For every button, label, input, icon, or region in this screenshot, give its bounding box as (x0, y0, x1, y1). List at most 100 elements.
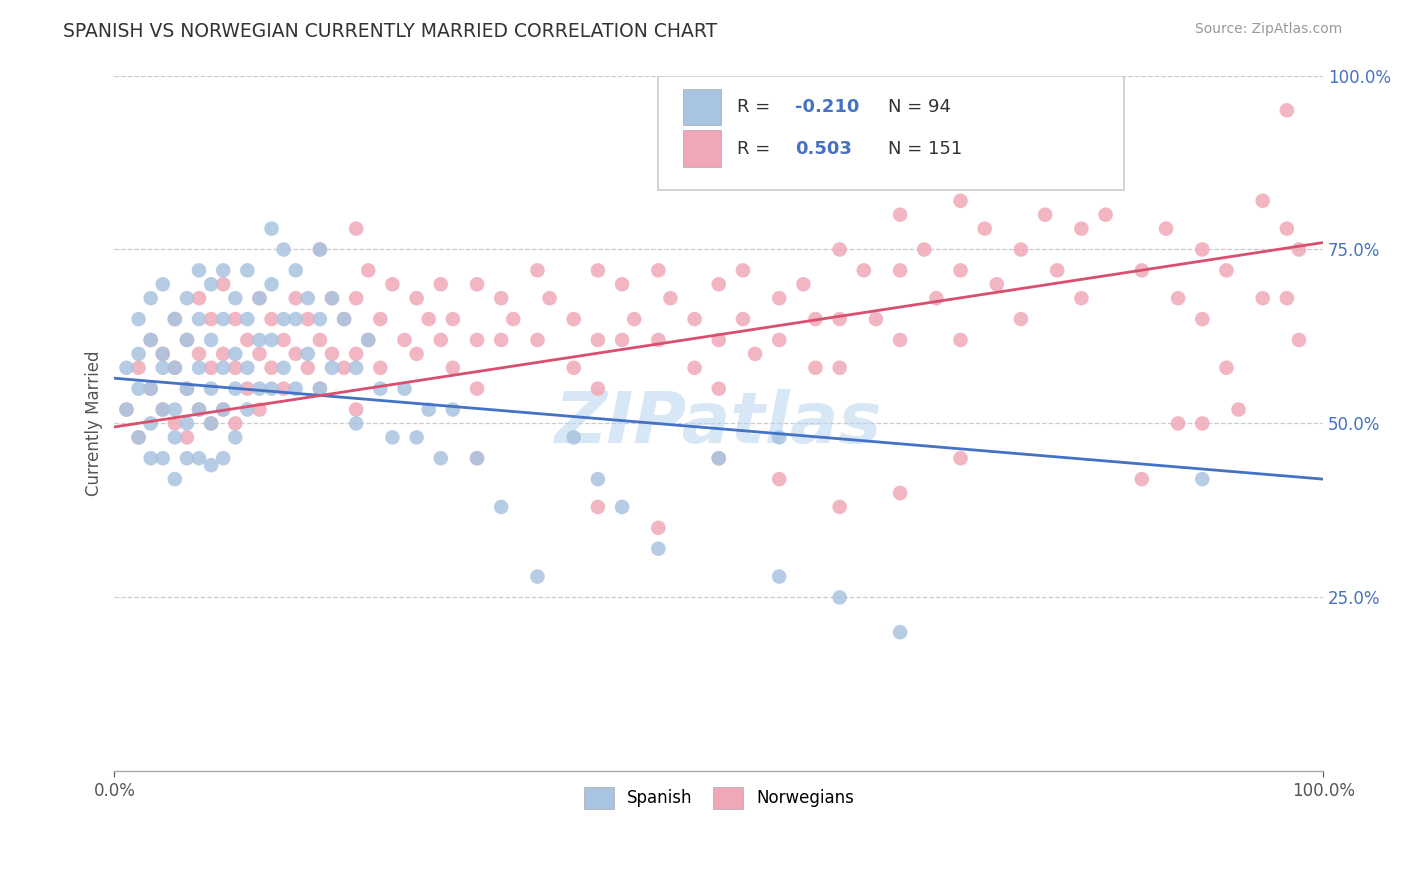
Point (200, 333, 222, 347)
Point (526, 333, 548, 347)
Point (768, 430, 790, 444)
Point (152, 277, 174, 292)
Point (647, 541, 669, 556)
Point (1275, 103, 1298, 118)
Point (949, 263, 972, 277)
Point (889, 486, 911, 500)
Point (273, 312, 295, 326)
Point (176, 451, 198, 466)
Point (200, 360, 222, 375)
Point (949, 194, 972, 208)
Point (188, 402, 211, 417)
Point (260, 382, 283, 396)
Point (357, 333, 380, 347)
Text: Source: ZipAtlas.com: Source: ZipAtlas.com (1195, 22, 1343, 37)
Point (260, 312, 283, 326)
Point (236, 333, 259, 347)
Point (562, 312, 585, 326)
Point (925, 291, 948, 305)
Point (889, 263, 911, 277)
Point (200, 458, 222, 473)
Point (973, 221, 995, 235)
Legend: Spanish, Norwegians: Spanish, Norwegians (576, 780, 860, 815)
Point (357, 333, 380, 347)
Point (1154, 221, 1177, 235)
Point (212, 277, 235, 292)
Point (465, 277, 488, 292)
Point (188, 402, 211, 417)
Point (1010, 173, 1032, 187)
Point (200, 417, 222, 431)
Point (394, 382, 416, 396)
Point (1288, 333, 1310, 347)
Text: R =: R = (737, 98, 776, 116)
Point (309, 312, 332, 326)
Point (249, 347, 271, 361)
Point (152, 402, 174, 417)
Point (526, 263, 548, 277)
Point (344, 402, 367, 417)
Point (865, 312, 887, 326)
Point (370, 382, 392, 396)
Point (284, 382, 307, 396)
Point (768, 569, 790, 583)
Point (1191, 417, 1213, 431)
Point (1010, 243, 1032, 257)
Point (284, 347, 307, 361)
Point (249, 333, 271, 347)
Point (163, 472, 186, 486)
Point (236, 402, 259, 417)
Point (441, 402, 464, 417)
Point (828, 360, 851, 375)
Text: R =: R = (737, 139, 776, 158)
Point (647, 521, 669, 535)
Point (297, 347, 319, 361)
Point (236, 382, 259, 396)
Point (1227, 402, 1250, 417)
Point (212, 347, 235, 361)
Point (1251, 194, 1274, 208)
Point (1130, 472, 1153, 486)
Text: -0.210: -0.210 (794, 98, 859, 116)
Point (912, 243, 935, 257)
Point (188, 263, 211, 277)
Point (465, 451, 488, 466)
Point (128, 360, 150, 375)
Point (163, 312, 186, 326)
Point (284, 263, 307, 277)
Point (647, 333, 669, 347)
Point (139, 382, 162, 396)
Point (176, 430, 198, 444)
Point (610, 277, 633, 292)
Point (586, 472, 609, 486)
Point (260, 277, 283, 292)
Point (115, 402, 138, 417)
Point (986, 277, 1008, 292)
Point (344, 347, 367, 361)
Point (1070, 173, 1092, 187)
Point (273, 333, 295, 347)
Point (429, 333, 451, 347)
Point (115, 360, 138, 375)
Point (333, 360, 356, 375)
Point (139, 417, 162, 431)
Point (1288, 243, 1310, 257)
Point (152, 360, 174, 375)
Point (610, 500, 633, 514)
Point (707, 451, 730, 466)
Point (260, 360, 283, 375)
Point (418, 312, 440, 326)
Text: ZIPatlas: ZIPatlas (555, 389, 883, 458)
Point (647, 263, 669, 277)
Point (610, 333, 633, 347)
Point (163, 312, 186, 326)
Point (273, 243, 295, 257)
Point (949, 333, 972, 347)
Point (429, 277, 451, 292)
Point (370, 360, 392, 375)
Point (152, 347, 174, 361)
Point (768, 472, 790, 486)
Point (212, 312, 235, 326)
Point (128, 312, 150, 326)
Point (731, 312, 754, 326)
